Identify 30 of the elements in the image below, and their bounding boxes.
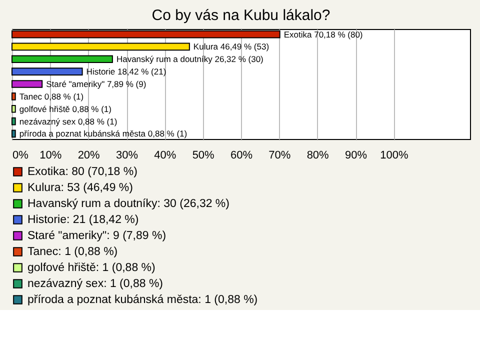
data-label: nezávazný sex 0,88 % (1): [19, 116, 118, 126]
legend-label: nezávazný sex: 1 (0,88 %): [28, 278, 164, 290]
data-label: příroda a poznat kubánská města 0,88 % (1): [19, 128, 188, 139]
data-label: Exotika 70,18 % (80): [284, 29, 363, 40]
x-tick-label: 70%: [268, 150, 291, 162]
chart-title: Co by vás na Kubu lákalo?: [152, 7, 330, 24]
data-label: Kulura 46,49 % (53): [193, 42, 270, 52]
data-label: Tanec 0,88 % (1): [19, 91, 84, 102]
x-tick-label: 20%: [78, 150, 100, 162]
data-label: Havanský rum a doutníky 26,32 % (30): [116, 54, 264, 64]
legend-label: golfové hřiště: 1 (0,88 %): [28, 262, 156, 274]
data-label: Historie 18,42 % (21): [86, 66, 166, 77]
legend-label: Kulura: 53 (46,49 %): [28, 182, 134, 194]
legend-label: příroda a poznat kubánská města: 1 (0,88 %): [28, 294, 258, 306]
x-tick-label: 40%: [154, 150, 176, 162]
x-tick-label: 30%: [116, 150, 138, 162]
legend-label: Staré "ameriky": 9 (7,89 %): [28, 230, 166, 242]
x-tick-label: 90%: [344, 150, 368, 162]
legend-label: Historie: 21 (18,42 %): [28, 214, 139, 226]
x-tick-label: 100%: [380, 150, 408, 162]
legend-label: Havanský rum a doutníky: 30 (26,32 %): [28, 198, 230, 210]
data-label: Staré "ameriky" 7,89 % (9): [46, 79, 146, 89]
legend-label: Tanec: 1 (0,88 %): [28, 246, 118, 258]
x-tick-label: 60%: [230, 150, 253, 162]
x-tick-label: 80%: [306, 150, 330, 162]
x-tick-label: 0%: [12, 150, 29, 162]
x-tick-label: 50%: [192, 150, 215, 162]
legend-label: Exotika: 80 (70,18 %): [28, 166, 138, 178]
x-tick-label: 10%: [40, 150, 62, 162]
data-label: golfové hřiště 0,88 % (1): [19, 104, 112, 114]
